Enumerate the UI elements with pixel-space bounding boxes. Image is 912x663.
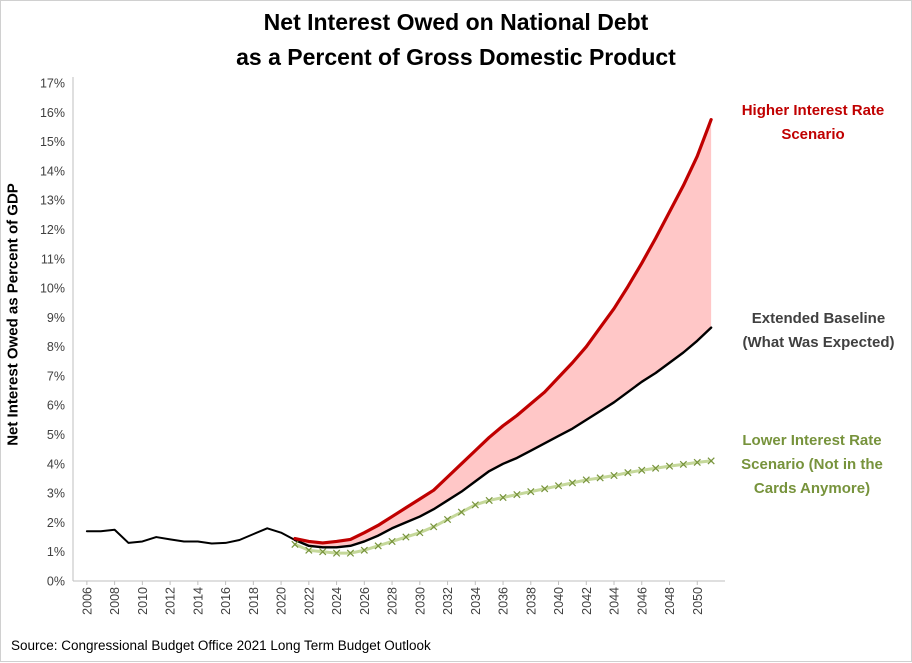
y-tick-label: 4% (47, 457, 65, 471)
higher-rate-label-line: Higher Interest Rate (741, 102, 885, 119)
source-note: Source: Congressional Budget Office 2021… (11, 638, 431, 653)
lower-rate-marker (527, 488, 535, 496)
lower-rate-marker (305, 546, 313, 554)
y-tick-label: 6% (47, 399, 65, 413)
lower-rate-marker (582, 476, 590, 484)
x-tick-label: 2030 (413, 587, 427, 615)
lower-rate-marker (346, 549, 355, 557)
lower-rate-marker (624, 468, 632, 477)
x-tick-label: 2048 (663, 587, 677, 615)
lower-rate-marker (638, 466, 646, 474)
lower-rate-marker (610, 471, 618, 480)
lower-rate-marker (416, 529, 424, 537)
lower-rate-marker (554, 482, 563, 490)
lower-rate-marker (693, 458, 701, 466)
x-tick-label: 2040 (552, 587, 566, 615)
y-tick-label: 11% (41, 252, 65, 266)
x-tick-label: 2044 (608, 587, 622, 615)
lower-rate-label: Lower Interest Rate Scenario (Not in the… (726, 429, 898, 501)
y-tick-label: 1% (47, 545, 65, 559)
x-tick-label: 2024 (330, 587, 344, 615)
lower-rate-marker (485, 496, 493, 505)
x-tick-label: 2008 (108, 587, 122, 615)
lower-rate-marker (652, 464, 660, 472)
lower-rate-marker (443, 515, 452, 524)
x-tick-label: 2038 (524, 587, 538, 615)
lower-rate-marker (665, 462, 674, 470)
baseline-label: Extended Baseline (What Was Expected) (731, 307, 906, 355)
historical-line (85, 527, 296, 545)
y-tick-label: 9% (47, 311, 65, 325)
lower-rate-marker (402, 533, 410, 541)
x-tick-label: 2034 (469, 587, 483, 615)
x-tick-label: 2026 (358, 587, 372, 615)
y-tick-label: 14% (40, 164, 65, 178)
y-tick-label: 5% (47, 428, 65, 442)
lower-rate-marker (360, 546, 368, 554)
x-tick-label: 2014 (191, 587, 205, 615)
lower-rate-label-line: Lower Interest Rate (742, 432, 882, 449)
lower-rate-marker (374, 542, 382, 550)
lower-rate-marker (596, 474, 604, 482)
y-tick-label: 0% (47, 575, 65, 589)
y-tick-label: 12% (40, 223, 65, 237)
baseline-label-line: (What Was Expected) (742, 334, 895, 351)
y-tick-label: 13% (40, 194, 65, 208)
x-tick-label: 2010 (136, 587, 150, 615)
y-tick-label: 8% (47, 340, 65, 354)
x-tick-label: 2022 (302, 587, 316, 615)
lower-rate-label-line: Cards Anymore) (753, 480, 871, 497)
baseline-label-line: Extended Baseline (751, 310, 886, 327)
lower-rate-marker (457, 508, 466, 516)
lower-rate-marker (388, 537, 396, 546)
x-tick-label: 2006 (80, 587, 94, 615)
y-tick-label: 15% (40, 135, 65, 149)
y-tick-label: 10% (40, 282, 65, 296)
x-tick-label: 2018 (247, 587, 261, 615)
chart-title-line-2: as a Percent of Gross Domestic Product (236, 44, 676, 70)
y-tick-label: 16% (40, 106, 65, 120)
y-tick-label: 7% (47, 369, 65, 383)
lower-rate-marker (332, 549, 341, 557)
lower-rate-marker (471, 501, 479, 509)
x-tick-label: 2028 (386, 587, 400, 615)
higher-rate-label-line: Scenario (781, 126, 845, 143)
y-tick-label: 3% (47, 487, 65, 501)
chart-title-line-1: Net Interest Owed on National Debt (263, 9, 649, 35)
higher-rate-line (293, 118, 713, 545)
lower-rate-marker (707, 457, 715, 465)
x-tick-label: 2032 (441, 587, 455, 615)
lower-rate-marker (430, 523, 438, 531)
x-tick-label: 2050 (691, 587, 705, 615)
x-tick-label: 2036 (497, 587, 511, 615)
y-tick-label: 17% (40, 77, 65, 91)
x-tick-label: 2042 (580, 587, 594, 615)
higher-rate-label: Higher Interest Rate Scenario (728, 99, 898, 147)
baseline-line (293, 326, 713, 549)
lower-rate-marker (541, 485, 549, 493)
x-tick-label: 2046 (635, 587, 649, 615)
lower-rate-marker (679, 460, 688, 469)
lower-rate-marker (499, 493, 507, 502)
shaded-band (294, 119, 712, 548)
x-tick-label: 2020 (275, 587, 289, 615)
y-tick-label: 2% (47, 516, 65, 530)
lower-rate-label-line: Scenario (Not in the (741, 456, 883, 473)
x-tick-label: 2016 (219, 587, 233, 615)
x-tick-label: 2012 (164, 587, 178, 615)
lower-rate-marker (319, 548, 327, 556)
lower-rate-marker (513, 490, 521, 499)
lower-rate-marker (291, 540, 299, 549)
lower-rate-marker (568, 479, 577, 487)
